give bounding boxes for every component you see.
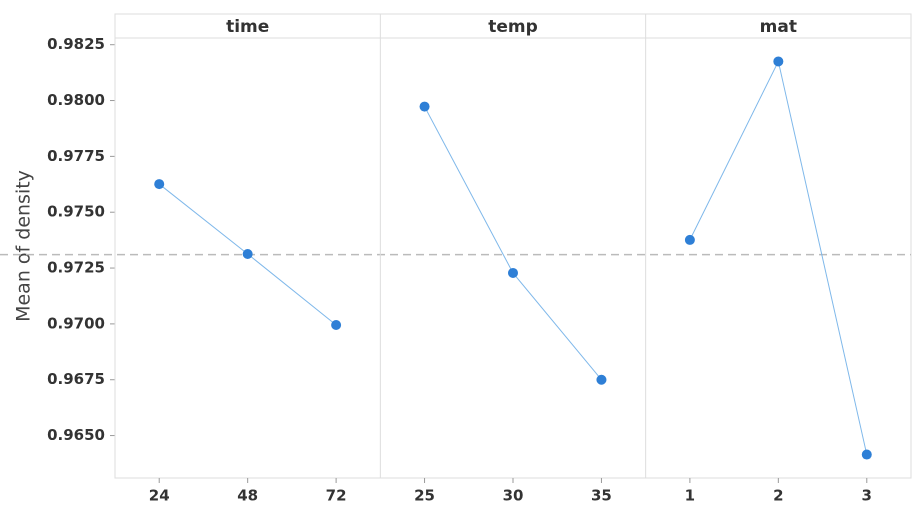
y-tick-label: 0.9825	[47, 35, 105, 53]
y-tick-label: 0.9775	[47, 147, 105, 165]
effect-line	[689, 59, 868, 455]
x-tick-label: 2	[773, 487, 783, 505]
data-point	[419, 101, 430, 112]
effect-line	[424, 106, 602, 381]
x-tick-label: 48	[237, 487, 258, 505]
y-axis-label: Mean of density	[13, 170, 35, 322]
y-tick-label: 0.9675	[47, 370, 105, 388]
panel-title: time	[226, 17, 269, 37]
data-point	[508, 267, 518, 278]
x-tick-label: 30	[503, 487, 524, 505]
y-tick-label: 0.9725	[47, 259, 105, 277]
y-tick-label: 0.9700	[47, 314, 105, 332]
data-point	[242, 248, 253, 259]
data-point	[684, 234, 695, 245]
panel-title: mat	[760, 17, 797, 37]
x-tick-label: 3	[862, 487, 872, 505]
x-tick-label: 24	[149, 487, 170, 505]
x-tick-label: 25	[414, 487, 435, 505]
data-point	[154, 179, 165, 190]
x-tick-label: 1	[685, 487, 695, 505]
y-tick-label: 0.9650	[47, 426, 105, 444]
x-tick-label: 72	[326, 487, 347, 505]
x-tick-label: 35	[591, 487, 612, 505]
plot-frame	[114, 13, 912, 479]
panel-title: temp	[488, 17, 538, 37]
data-point	[596, 374, 607, 385]
data-point	[861, 449, 872, 460]
data-point	[773, 56, 784, 67]
data-point	[331, 320, 342, 331]
y-tick-label: 0.9800	[47, 91, 105, 109]
y-tick-label: 0.9750	[47, 203, 105, 221]
